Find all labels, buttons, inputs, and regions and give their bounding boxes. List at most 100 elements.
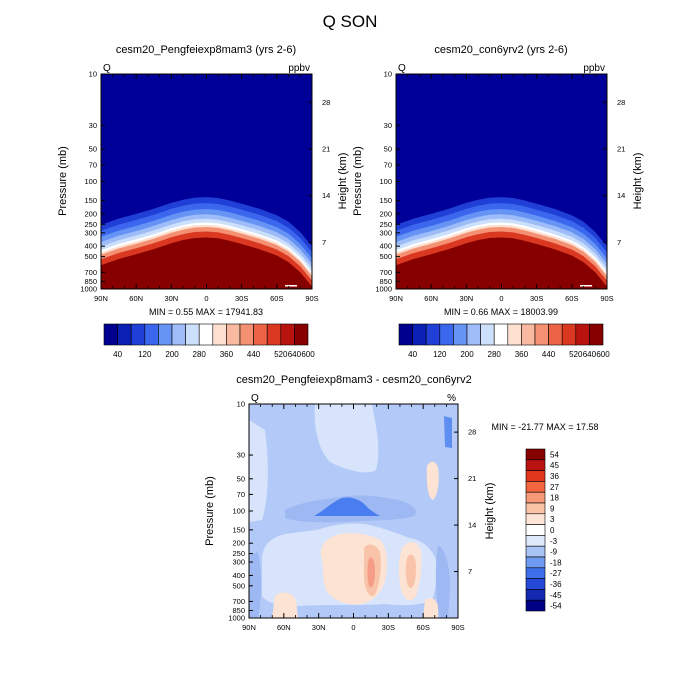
difference-contours (249, 404, 452, 618)
colorbar-swatch (525, 524, 546, 536)
concentration-bands (396, 197, 607, 289)
colorbar-label: 360 (220, 350, 234, 359)
colorbar-label: 40 (408, 350, 417, 359)
colorbar-swatch (561, 323, 577, 346)
region-plus18 (367, 557, 375, 588)
y2-tick-label: 14 (322, 191, 330, 200)
region-minus18-ozone-hole (314, 497, 380, 516)
colorbar: 54 45 36 27 189 3 0 -3 -9-18 -27 -36 -45 -54 (525, 448, 562, 612)
unit-label: ppbv (288, 63, 310, 74)
y-tick-label: 100 (379, 177, 392, 186)
colorbar-swatch (280, 323, 295, 346)
y-tick-label: 300 (232, 558, 245, 567)
y2-tick-label: 28 (617, 98, 625, 107)
colorbar-label: 360 (515, 350, 529, 359)
y-tick-label: 850 (84, 277, 97, 286)
y-tick-label: 30 (384, 121, 392, 130)
region-minus9-sh (435, 545, 450, 618)
colorbar-label: 3 (550, 515, 555, 524)
y-tick-label: 500 (84, 252, 97, 261)
colorbar-swatch (493, 323, 509, 346)
y-tick-label: 100 (84, 177, 97, 186)
y-tick-label: 100 (232, 507, 245, 516)
left-field-label: Q (251, 393, 259, 404)
colorbar-label: 200 (460, 350, 474, 359)
colorbar-swatch (507, 323, 522, 346)
region-plus3-nh-low (272, 592, 298, 618)
x-tick-label: 30S (235, 294, 248, 303)
colorbar-swatch (412, 323, 427, 346)
colorbar-label: 120 (138, 350, 152, 359)
y-tick-label: 500 (379, 252, 392, 261)
colorbar-label: 27 (550, 483, 559, 492)
y2-tick-label: 7 (322, 238, 326, 247)
colorbar-label: -9 (550, 548, 558, 557)
colorbar-swatch (171, 323, 186, 346)
surface-marker (285, 285, 298, 287)
colorbar-label: -3 (550, 537, 558, 546)
left-field-label: Q (398, 63, 406, 74)
colorbar-label: 36 (550, 472, 559, 481)
y-tick-label: 700 (84, 268, 97, 277)
colorbar-label: 0 (550, 526, 555, 535)
x-tick-label: 60N (277, 623, 291, 632)
colorbar-swatch (525, 481, 546, 493)
colorbar-swatch (525, 589, 546, 601)
colorbar-label: 45 (550, 461, 559, 470)
y-tick-label: 70 (237, 490, 245, 499)
colorbar-swatch (425, 323, 441, 346)
y-tick-label: 50 (384, 145, 392, 154)
y-tick-label: 30 (237, 451, 245, 460)
colorbar-label: 40 (113, 350, 122, 359)
y-tick-label: 30 (89, 121, 97, 130)
min-max-stats: MIN = -21.77 MAX = 17.58 (491, 422, 598, 432)
y2-axis-label: Height (km) (632, 153, 644, 210)
y2-tick-label: 28 (468, 428, 476, 437)
min-max-stats: MIN = 0.66 MAX = 18003.99 (444, 307, 558, 317)
axes: 90N 60N 30N 0 30S 60S 90S103050701001502002503… (375, 70, 625, 304)
colorbar-swatch (525, 556, 546, 569)
y2-tick-label: 21 (617, 144, 625, 153)
y-tick-label: 500 (232, 581, 245, 590)
panel-title: cesm20_con6yrv2 (yrs 2-6) (434, 44, 567, 56)
x-tick-label: 60N (129, 294, 143, 303)
concentration-band (396, 237, 607, 289)
colorbar-swatch (525, 470, 546, 482)
x-tick-label: 90N (94, 294, 108, 303)
colorbar-swatch (158, 323, 173, 346)
panel-control: cesm20_con6yrv2 (yrs 2-6) Q ppbv 90N 60N 3… (352, 44, 644, 359)
region-plus3-sh-low (423, 598, 438, 618)
colorbar-swatch (525, 535, 546, 547)
axes: 90N 60N 30N 0 30S 60S 90S103050701001502002503… (228, 400, 476, 633)
y-tick-label: 50 (237, 474, 245, 483)
x-tick-label: 90S (305, 294, 318, 303)
colorbar-swatch (117, 323, 132, 346)
x-tick-label: 30N (164, 294, 178, 303)
colorbar-swatch (480, 323, 495, 346)
y-tick-label: 200 (379, 209, 392, 218)
colorbar-swatch (525, 448, 546, 461)
colorbar-label: -36 (550, 580, 562, 589)
y2-axis-label: Height (km) (484, 483, 496, 540)
colorbar-swatch (198, 323, 214, 346)
y-tick-label: 400 (232, 571, 245, 580)
colorbar-label: 18 (550, 494, 559, 503)
colorbar-swatch (398, 323, 413, 346)
y-tick-label: 150 (84, 196, 97, 205)
colorbar-label: 520 (274, 350, 288, 359)
y-tick-label: 250 (379, 220, 392, 229)
x-tick-label: 0 (351, 623, 355, 632)
colorbar-label: 200 (165, 350, 179, 359)
colorbar-swatch (294, 323, 309, 346)
x-tick-label: 60S (565, 294, 578, 303)
min-max-stats: MIN = 0.55 MAX = 17941.83 (149, 307, 263, 317)
y-tick-label: 250 (84, 220, 97, 229)
y2-tick-label: 7 (468, 567, 472, 576)
colorbar-swatch (212, 323, 227, 346)
unit-label: % (447, 393, 456, 404)
colorbar-label: -45 (550, 591, 562, 600)
y-axis-label: Pressure (mb) (57, 146, 69, 216)
colorbar-swatch (253, 323, 268, 346)
